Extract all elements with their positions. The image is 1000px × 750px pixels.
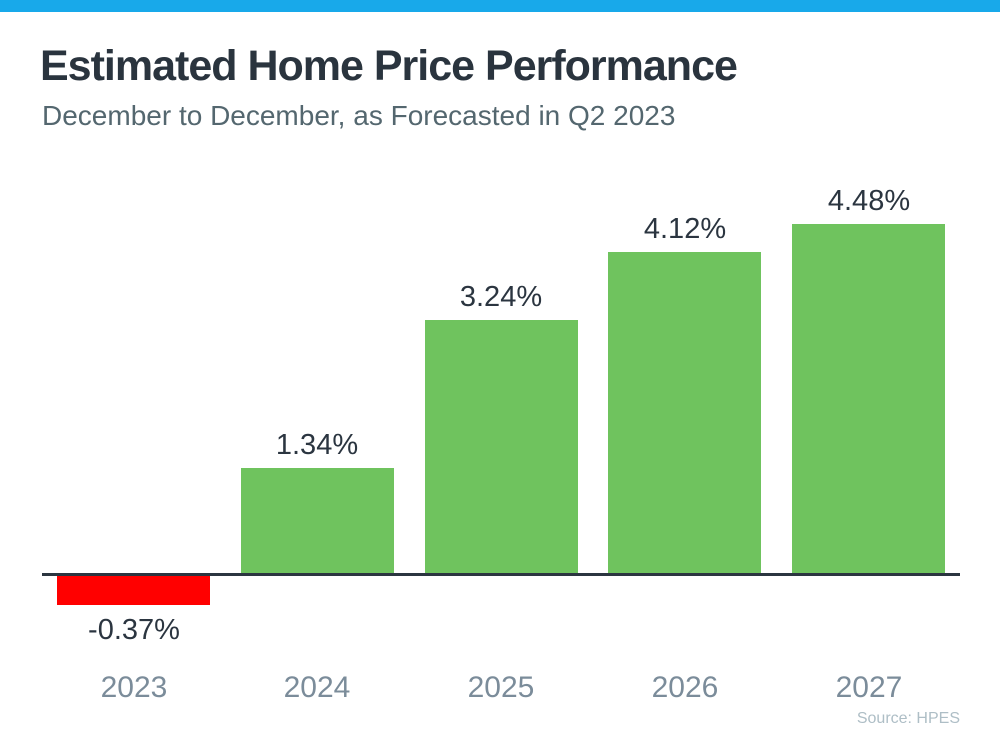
x-axis-label-2023: 2023 xyxy=(100,671,168,704)
x-axis-label-2026: 2026 xyxy=(651,671,719,704)
x-axis-label-2025: 2025 xyxy=(467,671,535,704)
bar-value-label-2025: 3.24% xyxy=(459,281,543,313)
bar-2024 xyxy=(241,468,394,573)
top-accent-bar xyxy=(0,0,1000,12)
bar-value-label-2023: -0.37% xyxy=(88,614,180,646)
source-note: Source: HPES xyxy=(856,710,960,727)
page-title: Estimated Home Price Performance xyxy=(40,42,738,90)
x-axis-label-2024: 2024 xyxy=(283,671,351,704)
x-axis-line xyxy=(42,573,960,576)
bar-2027 xyxy=(792,224,945,573)
bar-value-label-2024: 1.34% xyxy=(275,429,359,461)
bar-2023 xyxy=(57,576,210,605)
x-axis-label-2027: 2027 xyxy=(835,671,903,704)
bar-value-label-2027: 4.48% xyxy=(827,185,911,217)
bar-2026 xyxy=(608,252,761,573)
bar-2025 xyxy=(425,320,578,573)
bar-value-label-2026: 4.12% xyxy=(643,213,727,245)
page-subtitle: December to December, as Forecasted in Q… xyxy=(42,100,676,131)
